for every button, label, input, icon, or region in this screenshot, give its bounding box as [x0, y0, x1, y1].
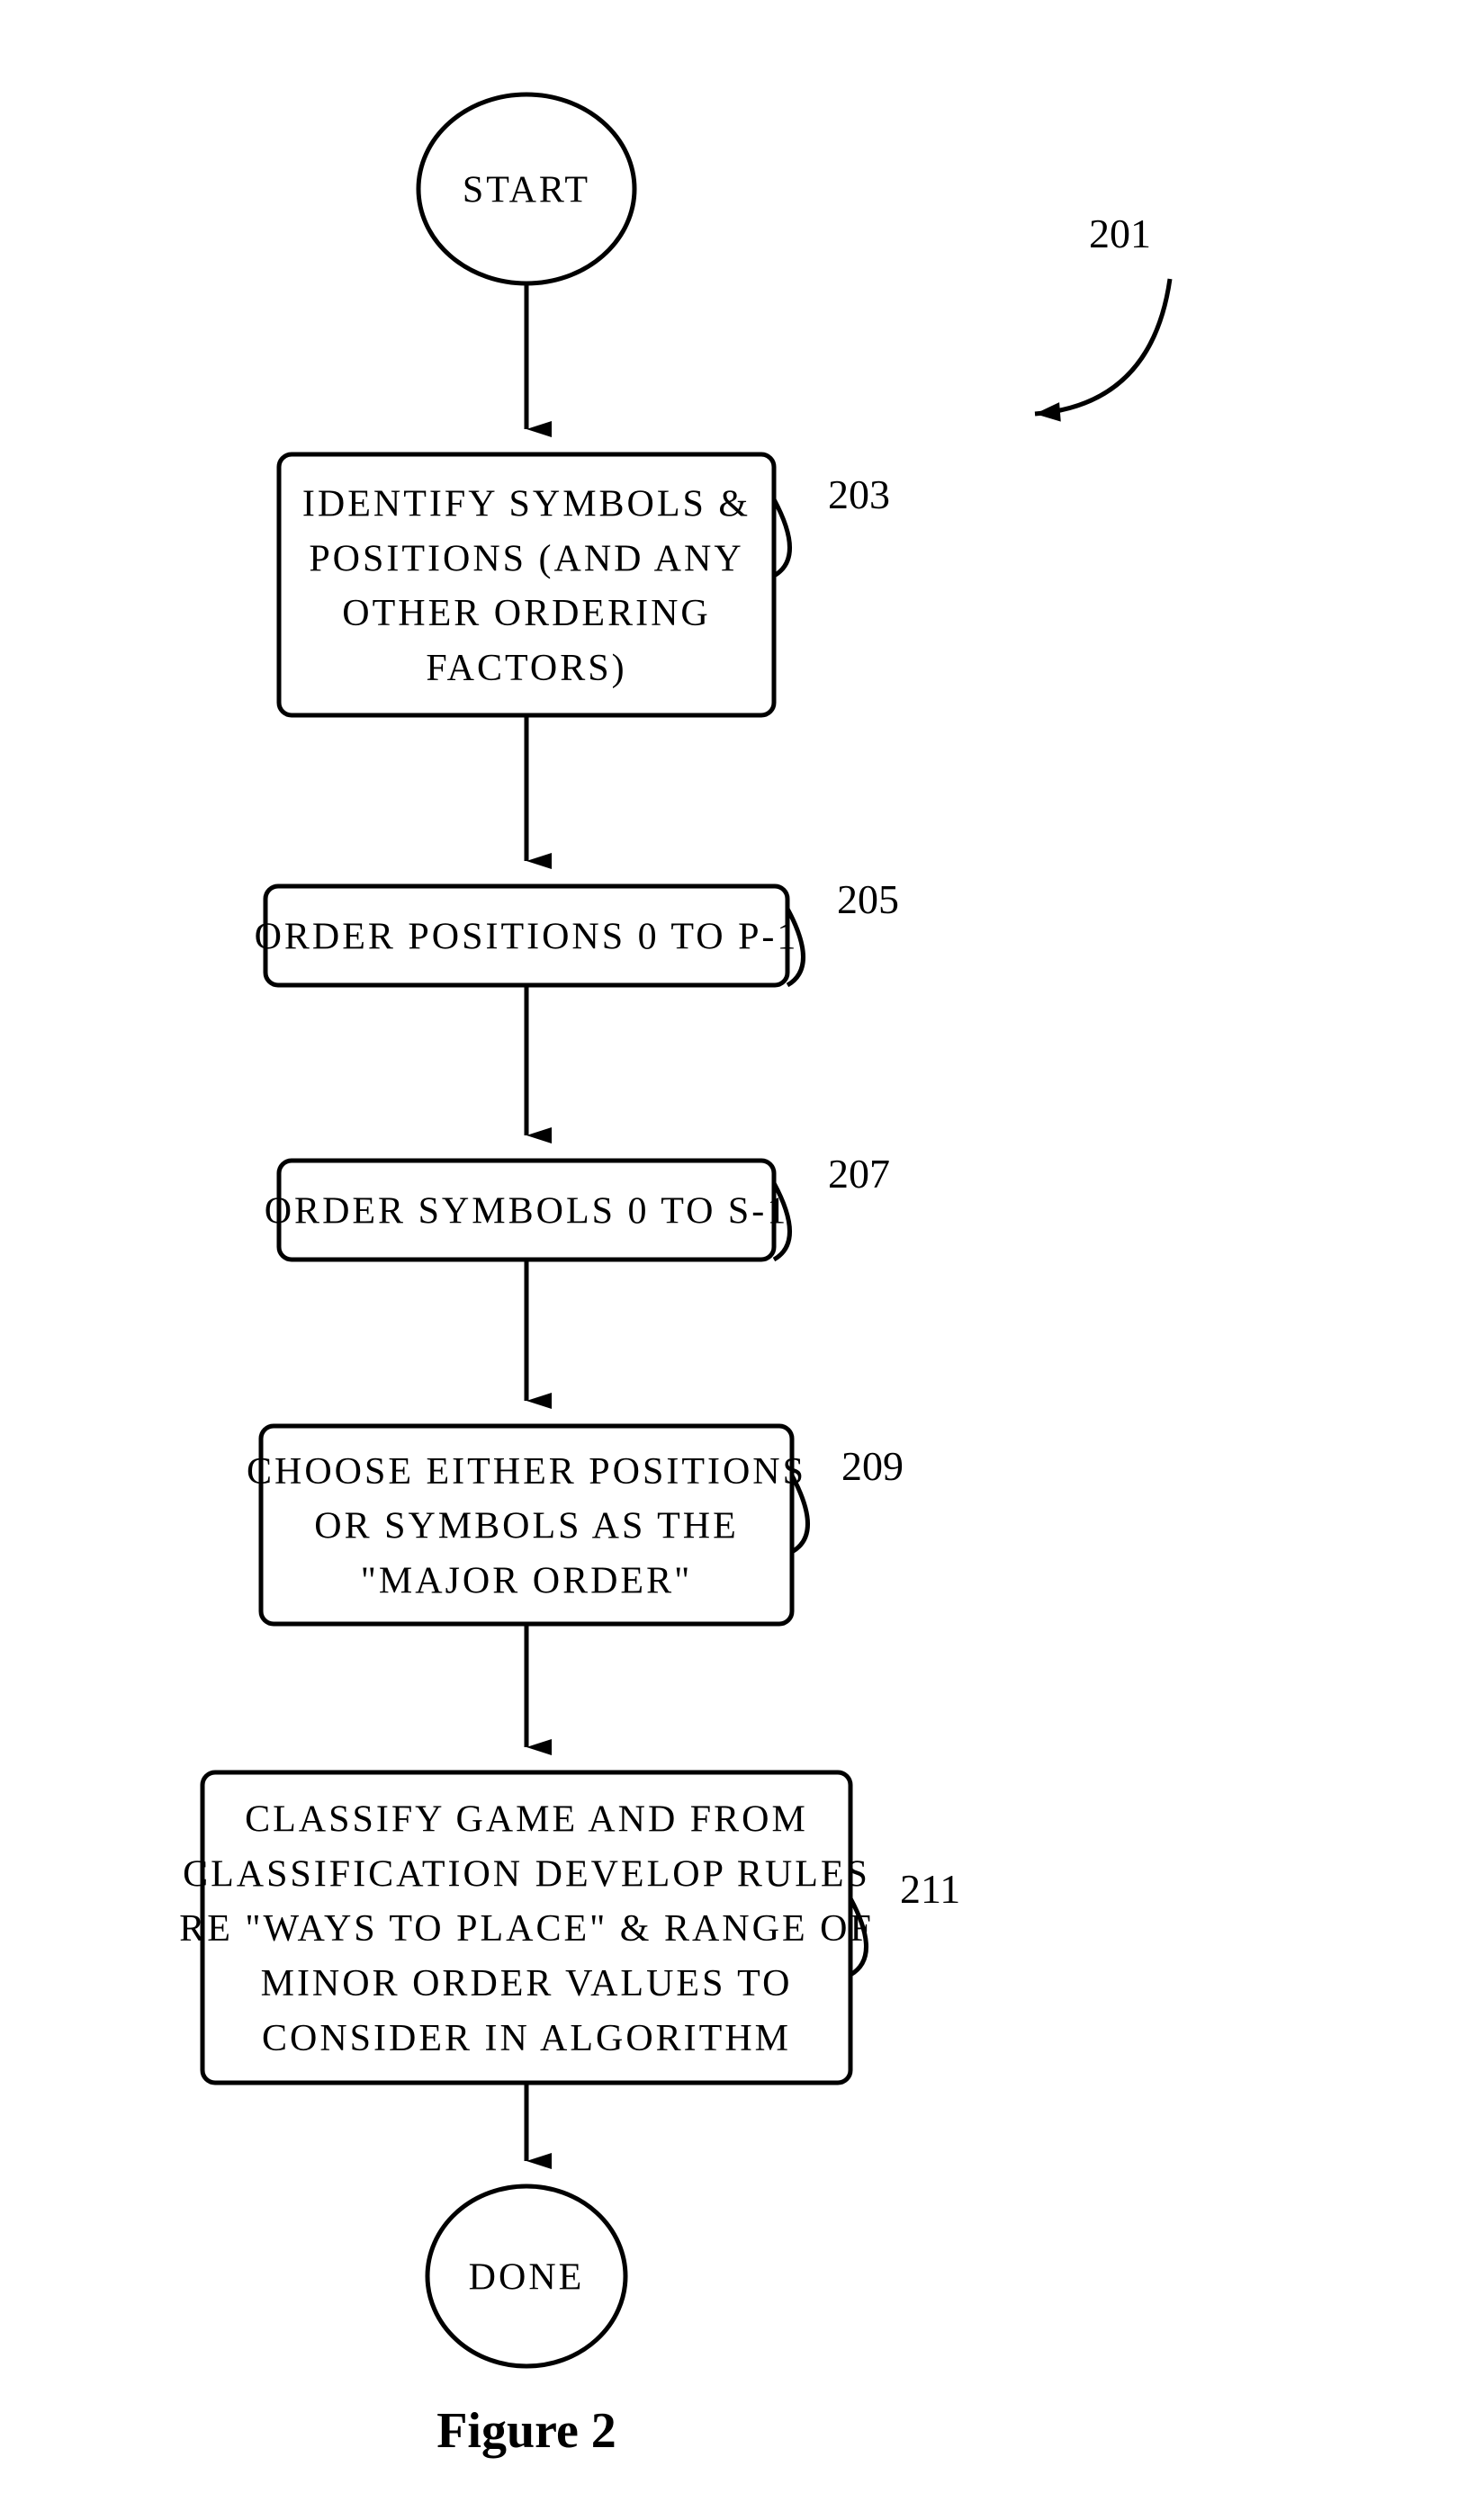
- process-box-211-line-1: CLASSIFICATION DEVELOP RULES: [183, 1853, 870, 1895]
- figure-ref-label: 201: [1089, 211, 1151, 256]
- ref-label-203: 203: [828, 471, 890, 517]
- figure-caption: Figure 2: [436, 2403, 616, 2459]
- process-box-205-line-0: ORDER POSITIONS 0 TO P-1: [255, 917, 799, 958]
- ref-label-209: 209: [841, 1443, 904, 1489]
- ref-label-207: 207: [828, 1151, 890, 1197]
- figure-ref-curve: [1035, 279, 1170, 414]
- process-box-209-line-1: OR SYMBOLS AS THE: [314, 1506, 739, 1547]
- process-box-211-line-4: CONSIDER IN ALGORITHM: [262, 2018, 791, 2059]
- ref-curve-203: [774, 499, 790, 576]
- done-terminal-label: DONE: [469, 2257, 585, 2299]
- process-box-209-line-0: CHOOSE EITHER POSITIONS: [247, 1451, 806, 1493]
- process-box-203-line-3: FACTORS): [426, 648, 626, 689]
- process-box-209-line-2: "MAJOR ORDER": [361, 1561, 693, 1602]
- process-box-203-line-1: POSITIONS (AND ANY: [309, 538, 743, 579]
- process-box-211-line-3: MINOR ORDER VALUES TO: [261, 1963, 793, 2004]
- process-box-203-line-2: OTHER ORDERING: [342, 593, 710, 634]
- process-box-203-line-0: IDENTIFY SYMBOLS &: [302, 483, 751, 525]
- ref-label-211: 211: [900, 1866, 960, 1912]
- start-terminal-label: START: [463, 170, 590, 211]
- process-box-211-line-2: RE "WAYS TO PLACE" & RANGE OF: [179, 1908, 874, 1950]
- process-box-207-line-0: ORDER SYMBOLS 0 TO S-1: [265, 1191, 789, 1233]
- ref-label-205: 205: [837, 876, 899, 922]
- process-box-211-line-0: CLASSIFY GAME AND FROM: [245, 1798, 808, 1840]
